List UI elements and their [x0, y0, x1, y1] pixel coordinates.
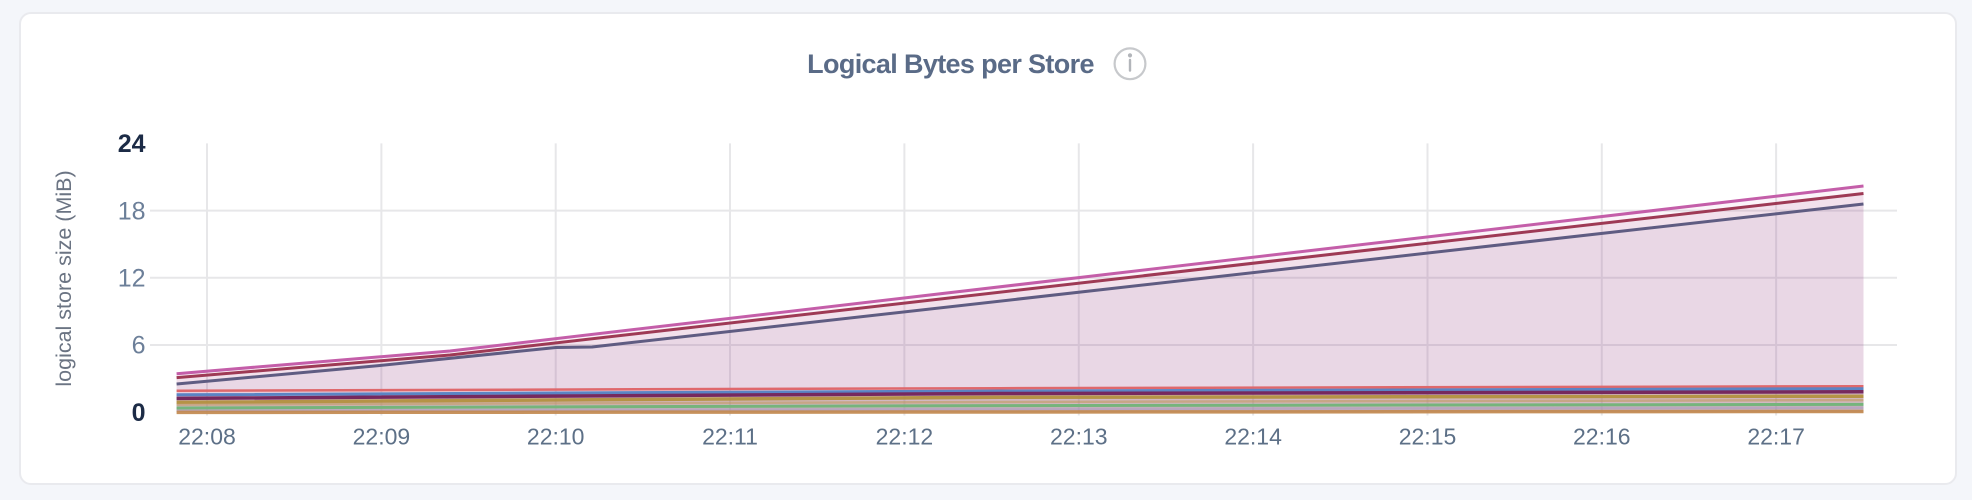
svg-text:18: 18 [118, 197, 146, 225]
svg-text:logical store size (MiB): logical store size (MiB) [52, 170, 76, 386]
svg-text:6: 6 [132, 332, 146, 360]
svg-text:22:17: 22:17 [1747, 424, 1805, 450]
svg-text:22:10: 22:10 [527, 424, 585, 450]
svg-text:22:14: 22:14 [1224, 424, 1282, 450]
svg-text:22:13: 22:13 [1050, 424, 1108, 450]
svg-text:22:09: 22:09 [353, 424, 411, 450]
svg-text:12: 12 [118, 265, 146, 293]
svg-text:22:11: 22:11 [702, 424, 758, 450]
svg-text:Logical Bytes per Store: Logical Bytes per Store [807, 49, 1094, 79]
svg-text:22:15: 22:15 [1399, 424, 1457, 450]
svg-text:0: 0 [132, 399, 146, 427]
svg-text:22:08: 22:08 [178, 424, 236, 450]
svg-text:24: 24 [118, 130, 146, 158]
svg-text:22:12: 22:12 [876, 424, 934, 450]
svg-text:22:16: 22:16 [1573, 424, 1631, 450]
